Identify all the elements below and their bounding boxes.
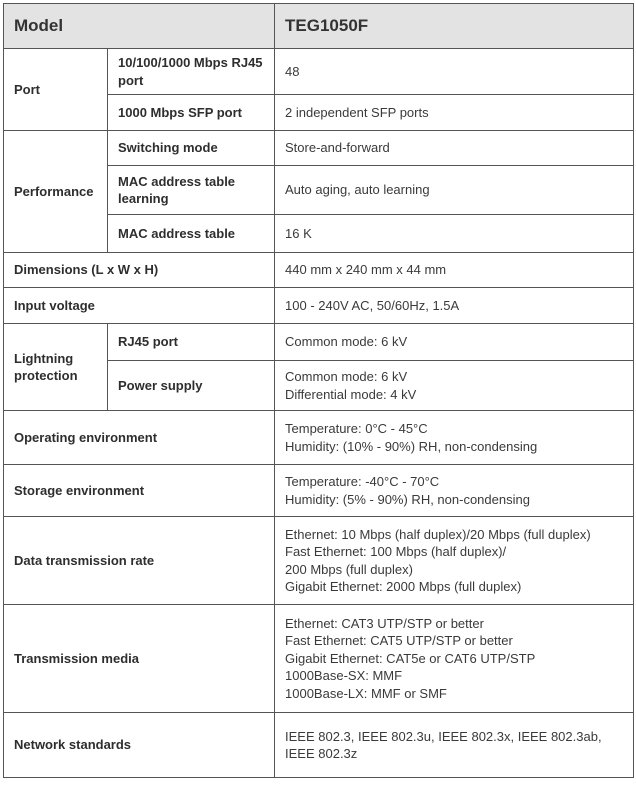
performance-label: Performance xyxy=(3,130,108,253)
row-label: Dimensions (L x W x H) xyxy=(2,252,276,288)
row-value: Common mode: 6 kV Differential mode: 4 k… xyxy=(274,360,634,411)
table-row: MAC address table 16 K xyxy=(4,214,634,253)
table-row: Transmission media Ethernet: CAT3 UTP/ST… xyxy=(2,604,634,713)
table-row: Lightning protection RJ45 port Common mo… xyxy=(3,323,634,411)
row-value: 440 mm x 240 mm x 44 mm xyxy=(274,252,634,288)
row-label: Network standards xyxy=(2,712,276,778)
row-label: 1000 Mbps SFP port xyxy=(106,94,276,131)
row-label: Switching mode xyxy=(106,130,276,166)
row-value: Store-and-forward xyxy=(274,130,634,166)
port-label: Port xyxy=(3,48,108,131)
table-row: Port 10/100/1000 Mbps RJ45 port 48 xyxy=(3,48,634,131)
header-model-value: TEG1050F xyxy=(274,3,634,49)
row-value: 2 independent SFP ports xyxy=(274,94,634,131)
table-row: 1000 Mbps SFP port 2 independent SFP por… xyxy=(4,94,634,131)
row-value: 100 - 240V AC, 50/60Hz, 1.5A xyxy=(274,287,634,324)
table-row: Data transmission rate Ethernet: 10 Mbps… xyxy=(2,516,634,605)
row-label: Data transmission rate xyxy=(2,516,276,605)
row-value: Ethernet: 10 Mbps (half duplex)/20 Mbps … xyxy=(274,516,634,605)
row-label: RJ45 port xyxy=(106,323,276,361)
row-value: Ethernet: CAT3 UTP/STP or better Fast Et… xyxy=(274,604,634,713)
table-row: Input voltage 100 - 240V AC, 50/60Hz, 1.… xyxy=(2,287,634,324)
row-label: 10/100/1000 Mbps RJ45 port xyxy=(106,48,276,95)
lightning-label: Lightning protection xyxy=(3,323,108,411)
row-value: Auto aging, auto learning xyxy=(274,165,634,215)
table-row: Dimensions (L x W x H) 440 mm x 240 mm x… xyxy=(2,252,634,288)
table-row: Power supply Common mode: 6 kV Different… xyxy=(4,360,634,411)
row-value: Common mode: 6 kV xyxy=(274,323,634,361)
row-value: 48 xyxy=(274,48,634,95)
row-label: Power supply xyxy=(106,360,276,411)
row-value: IEEE 802.3, IEEE 802.3u, IEEE 802.3x, IE… xyxy=(274,712,634,778)
table-row: MAC address table learning Auto aging, a… xyxy=(4,165,634,215)
table-row: Network standards IEEE 802.3, IEEE 802.3… xyxy=(2,712,634,778)
row-label: Transmission media xyxy=(2,604,276,713)
header-model-label: Model xyxy=(2,3,276,49)
row-value: Temperature: 0°C - 45°C Humidity: (10% -… xyxy=(274,410,634,465)
table-row: Operating environment Temperature: 0°C -… xyxy=(2,410,634,465)
table-header-row: Model TEG1050F xyxy=(2,3,634,49)
table-row: Performance Switching mode Store-and-for… xyxy=(3,130,634,253)
table-row: Storage environment Temperature: -40°C -… xyxy=(2,464,634,517)
row-value: Temperature: -40°C - 70°C Humidity: (5% … xyxy=(274,464,634,517)
row-label: MAC address table xyxy=(106,214,276,253)
row-label: Storage environment xyxy=(2,464,276,517)
row-label: MAC address table learning xyxy=(106,165,276,215)
row-value: 16 K xyxy=(274,214,634,253)
row-label: Input voltage xyxy=(2,287,276,324)
row-label: Operating environment xyxy=(2,410,276,465)
spec-table: Model TEG1050F Port 10/100/1000 Mbps RJ4… xyxy=(2,3,634,778)
